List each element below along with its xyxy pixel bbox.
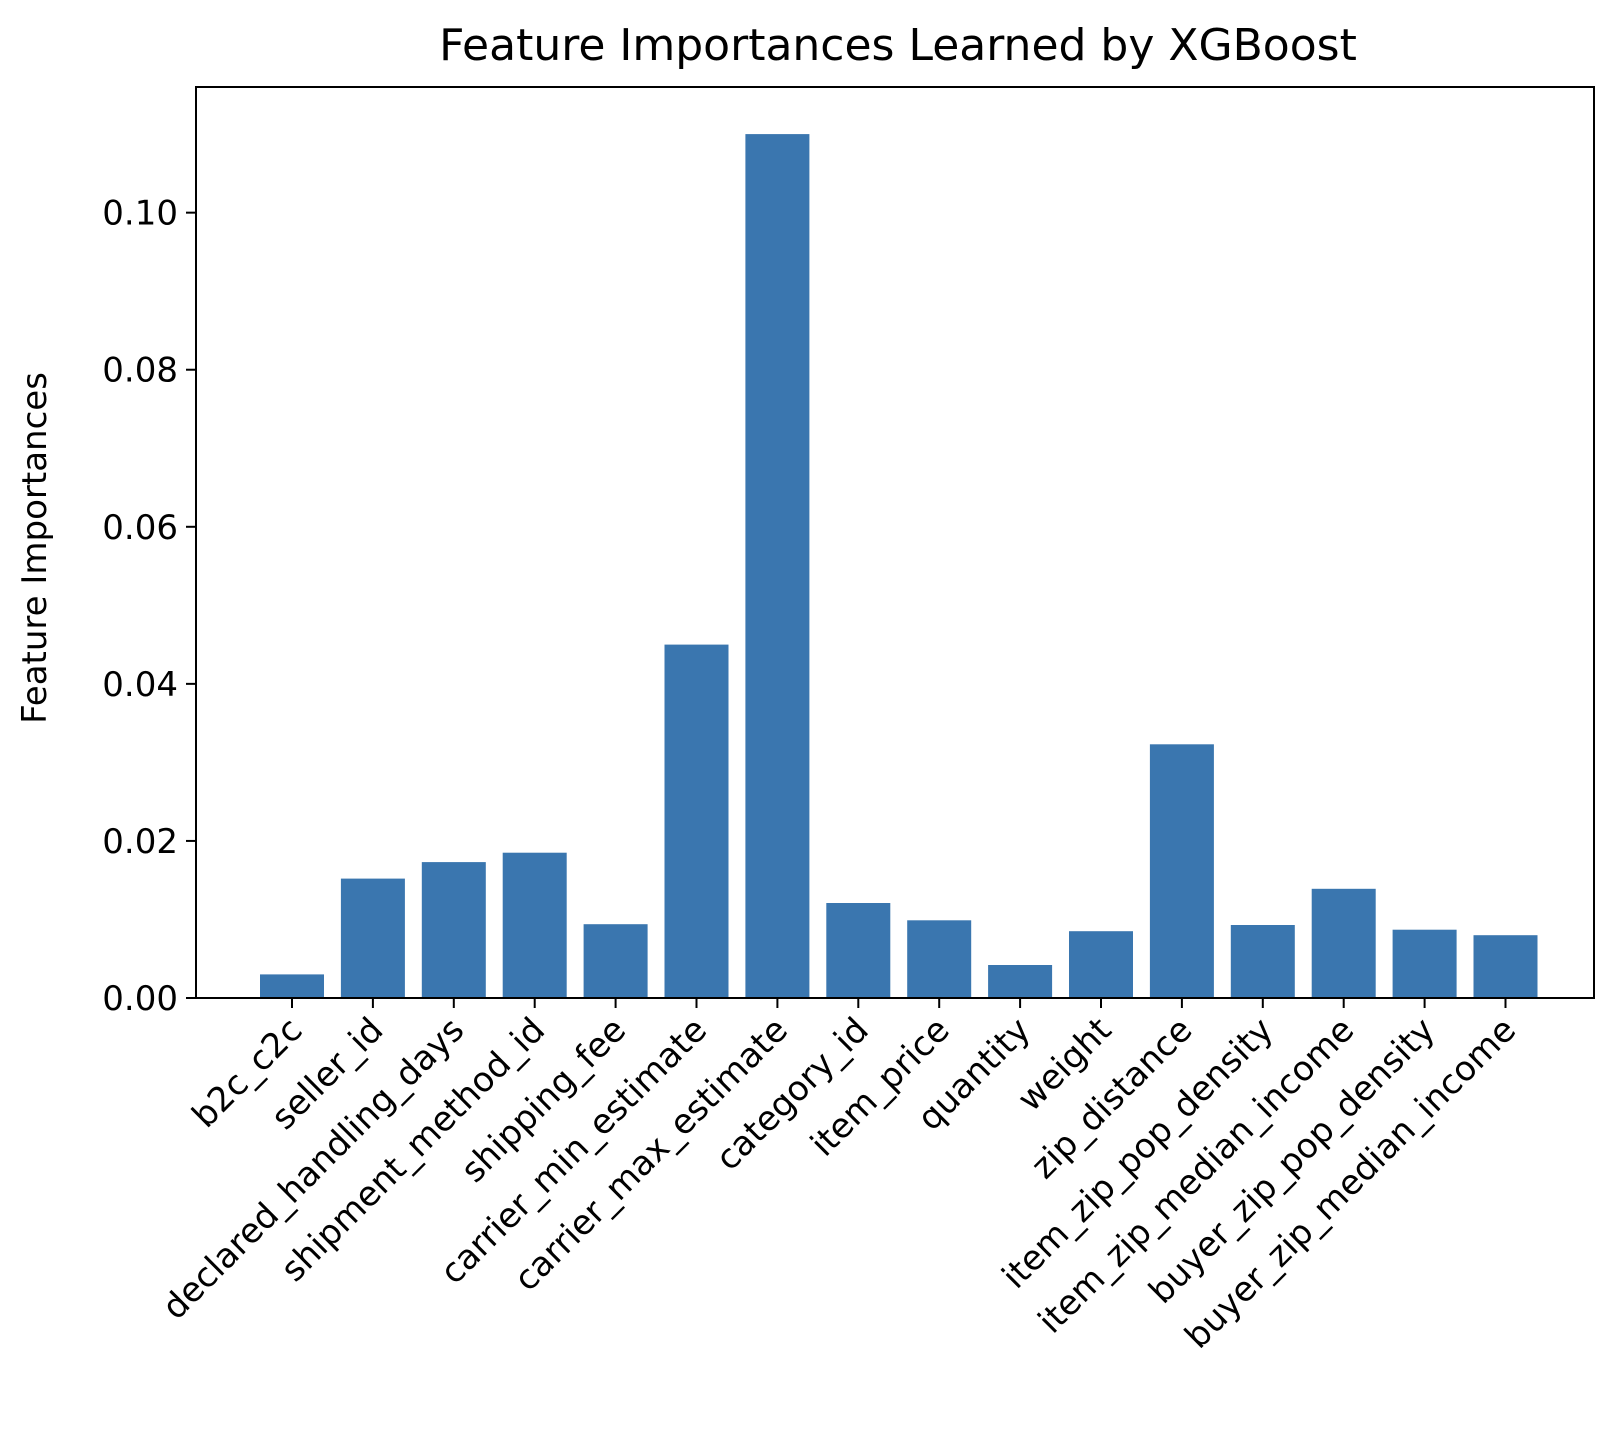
bar-item-zip-pop-density bbox=[1230, 925, 1295, 998]
bar-seller-id bbox=[340, 878, 405, 998]
y-tick-label: 0.10 bbox=[102, 194, 178, 234]
chart-title: Feature Importances Learned by XGBoost bbox=[439, 20, 1357, 71]
x-axis-ticks: b2c_c2cseller_iddeclared_handling_dayssh… bbox=[155, 998, 1524, 1357]
bar-carrier-min-estimate bbox=[664, 644, 729, 998]
bars-group bbox=[260, 134, 1538, 999]
bar-shipment-method-id bbox=[502, 852, 567, 998]
bar-buyer-zip-pop-density bbox=[1392, 929, 1457, 998]
plot-frame bbox=[195, 86, 1595, 999]
bar-shipping-fee bbox=[583, 924, 648, 998]
y-axis-label: Feature Importances bbox=[15, 372, 55, 724]
bar-item-zip-median-income bbox=[1311, 888, 1376, 998]
bar-category-id bbox=[826, 903, 891, 998]
y-axis-ticks: 0.00 0.02 0.04 0.06 0.08 0.10 bbox=[102, 194, 196, 1019]
bar-buyer-zip-median-income bbox=[1473, 935, 1538, 998]
y-tick-label: 0.08 bbox=[102, 351, 178, 391]
bar-weight bbox=[1069, 931, 1133, 998]
bar-zip-distance bbox=[1149, 744, 1214, 998]
bar-carrier-max-estimate bbox=[745, 134, 810, 999]
y-tick-label: 0.06 bbox=[102, 508, 178, 548]
x-tick-label: declared_handling_days bbox=[155, 1010, 472, 1327]
bar-quantity bbox=[988, 965, 1053, 998]
y-tick-label: 0.04 bbox=[102, 665, 178, 705]
bar-declared-handling-days bbox=[421, 862, 486, 998]
bar-b2c-c2c bbox=[260, 974, 324, 998]
y-tick-label: 0.00 bbox=[102, 979, 178, 1019]
y-tick-label: 0.02 bbox=[102, 822, 178, 862]
bar-item-price bbox=[907, 920, 972, 998]
